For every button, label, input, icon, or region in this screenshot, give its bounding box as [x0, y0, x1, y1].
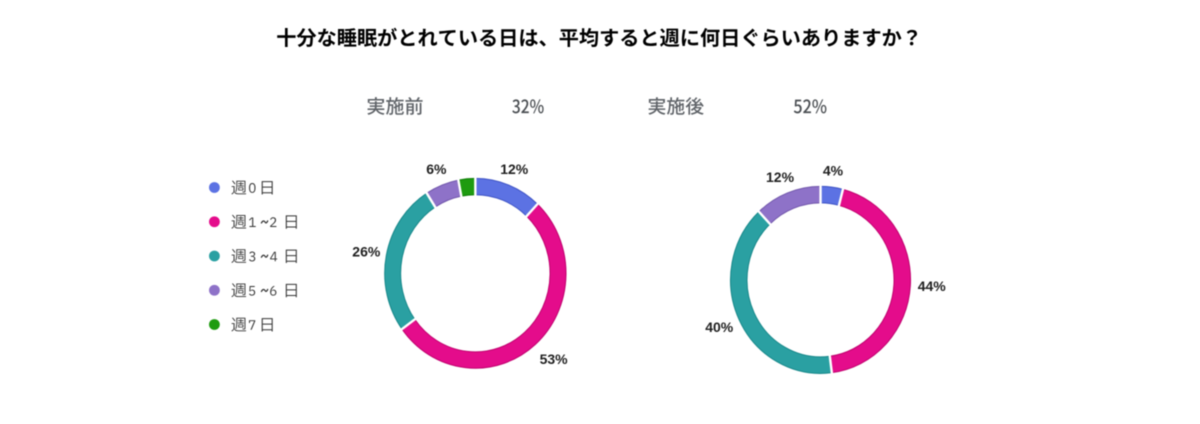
svg-text:44%: 44% [918, 278, 947, 294]
svg-text:40%: 40% [705, 319, 734, 335]
svg-text:4%: 4% [823, 163, 844, 179]
svg-text:6%: 6% [426, 161, 447, 177]
svg-text:12%: 12% [500, 161, 529, 177]
svg-text:12%: 12% [766, 169, 795, 185]
svg-text:26%: 26% [352, 243, 381, 259]
svg-text:53%: 53% [540, 351, 569, 367]
